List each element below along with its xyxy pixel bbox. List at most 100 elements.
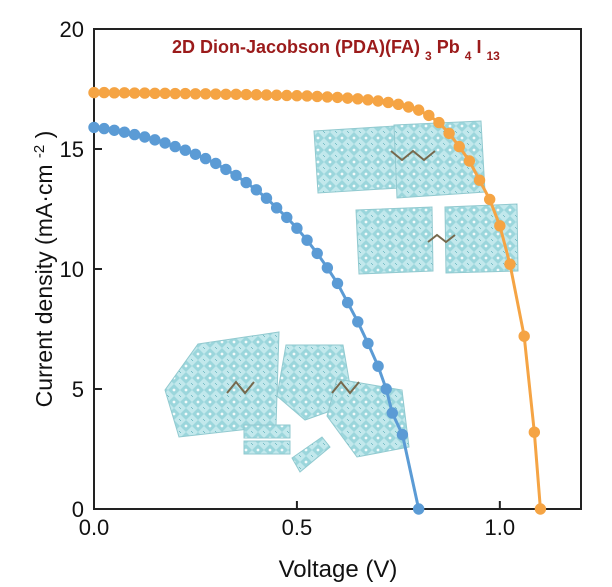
lattice-link-upper bbox=[390, 149, 436, 162]
series-point-blue-23 bbox=[321, 262, 334, 274]
series-point-orange-30 bbox=[392, 98, 405, 111]
series-point-orange-15 bbox=[240, 88, 252, 101]
series-point-orange-2 bbox=[108, 87, 120, 99]
series-point-blue-25 bbox=[341, 296, 354, 309]
title-sub1: 3 bbox=[425, 49, 432, 63]
series-point-blue-8 bbox=[169, 140, 181, 153]
y-tick-label-0: 0 bbox=[72, 497, 84, 522]
series-point-blue-14 bbox=[230, 169, 242, 182]
x-tick-label-2: 1.0 bbox=[485, 515, 516, 540]
series-point-orange-10 bbox=[189, 88, 202, 100]
series-point-orange-36 bbox=[453, 140, 465, 153]
series-point-blue-30 bbox=[386, 407, 398, 419]
series-point-blue-18 bbox=[270, 202, 283, 214]
lattice-link-middle bbox=[427, 233, 456, 244]
series-point-blue-16 bbox=[250, 184, 263, 196]
series-point-orange-6 bbox=[149, 87, 161, 100]
series-point-orange-41 bbox=[504, 258, 516, 270]
y-axis-label: Current density (mA·cm -2 ) bbox=[31, 131, 58, 408]
title-sub2: 4 bbox=[465, 49, 472, 63]
x-tick-label-1: 0.5 bbox=[282, 515, 313, 540]
series-point-orange-1 bbox=[98, 86, 110, 99]
x-tick-label-0: 0.0 bbox=[79, 515, 110, 540]
title-mid: Pb bbox=[437, 37, 460, 57]
series-point-blue-11 bbox=[199, 152, 212, 165]
series-point-blue-19 bbox=[281, 211, 293, 224]
series-point-blue-5 bbox=[139, 131, 151, 143]
series-point-orange-43 bbox=[528, 426, 541, 438]
lattice-block-upper-left bbox=[313, 125, 400, 194]
series-point-blue-21 bbox=[301, 234, 313, 246]
series-point-orange-24 bbox=[331, 91, 344, 104]
series-point-orange-18 bbox=[270, 89, 283, 101]
series-point-blue-15 bbox=[240, 176, 252, 189]
series-point-orange-40 bbox=[494, 220, 506, 232]
series-point-orange-31 bbox=[402, 101, 415, 113]
series-point-orange-13 bbox=[220, 88, 232, 100]
lattice-block-lower-left bbox=[164, 331, 280, 438]
series-point-blue-6 bbox=[149, 134, 161, 146]
series-point-blue-7 bbox=[159, 137, 171, 149]
series-point-blue-29 bbox=[380, 383, 392, 395]
series-point-orange-37 bbox=[463, 155, 476, 167]
series-point-orange-5 bbox=[139, 87, 151, 99]
y-axis-label-main: Current density (mA·cm bbox=[31, 164, 57, 407]
series-point-blue-2 bbox=[108, 124, 120, 136]
series-point-blue-24 bbox=[331, 277, 344, 290]
series-point-blue-13 bbox=[220, 163, 232, 176]
series-point-orange-4 bbox=[128, 87, 141, 99]
series-point-blue-27 bbox=[362, 337, 374, 350]
series-point-orange-34 bbox=[433, 116, 445, 129]
x-axis-label: Voltage (V) bbox=[279, 556, 398, 583]
series-point-blue-17 bbox=[260, 192, 273, 204]
series-point-orange-42 bbox=[518, 330, 530, 342]
series-point-orange-26 bbox=[352, 93, 364, 105]
series-point-blue-0 bbox=[88, 121, 100, 134]
y-tick-label-1: 5 bbox=[72, 377, 84, 402]
series-point-orange-44 bbox=[534, 503, 547, 515]
chart-title: 2D Dion-Jacobson (PDA)(FA) 3 Pb 4 I 13 bbox=[172, 37, 500, 63]
series-point-orange-11 bbox=[199, 88, 212, 100]
series-point-orange-28 bbox=[372, 95, 384, 107]
crystal-structure-illustration bbox=[164, 120, 519, 473]
series-point-orange-14 bbox=[230, 88, 242, 100]
series-point-blue-1 bbox=[98, 122, 110, 135]
series-point-orange-21 bbox=[301, 90, 313, 102]
series-point-orange-27 bbox=[362, 94, 374, 106]
series-point-orange-35 bbox=[443, 127, 455, 140]
series-point-blue-12 bbox=[210, 157, 222, 170]
series-point-orange-23 bbox=[321, 91, 334, 103]
series-point-orange-32 bbox=[412, 104, 425, 116]
series-point-orange-22 bbox=[311, 90, 323, 103]
y-tick-label-4: 20 bbox=[60, 17, 84, 42]
series-point-blue-22 bbox=[311, 247, 323, 260]
title-tail: I bbox=[476, 37, 481, 57]
series-point-blue-3 bbox=[118, 126, 131, 138]
series-point-orange-39 bbox=[483, 193, 496, 206]
y-axis-label-sup: -2 bbox=[31, 145, 48, 158]
series-point-orange-3 bbox=[118, 87, 131, 99]
series-point-orange-19 bbox=[281, 89, 293, 102]
series-point-blue-31 bbox=[396, 428, 409, 441]
series-point-orange-20 bbox=[291, 90, 303, 102]
series-point-blue-4 bbox=[128, 128, 141, 141]
series-point-orange-17 bbox=[260, 89, 273, 101]
series-point-orange-38 bbox=[473, 174, 486, 186]
series-point-orange-33 bbox=[423, 109, 435, 122]
series-point-orange-25 bbox=[341, 92, 354, 104]
series-point-blue-26 bbox=[352, 316, 364, 328]
series-point-orange-7 bbox=[159, 87, 171, 100]
series-point-blue-9 bbox=[179, 144, 192, 156]
series-point-blue-32 bbox=[412, 503, 425, 515]
lattice-block-lower-right bbox=[326, 378, 410, 458]
y-tick-label-3: 15 bbox=[60, 137, 84, 162]
y-tick-label-2: 10 bbox=[60, 257, 84, 282]
series-point-orange-29 bbox=[382, 96, 394, 109]
series-point-orange-8 bbox=[169, 87, 181, 100]
series-point-orange-16 bbox=[250, 89, 263, 101]
series-point-blue-20 bbox=[291, 222, 303, 234]
series-point-orange-9 bbox=[179, 87, 192, 100]
title-prefix: 2D Dion-Jacobson (PDA)(FA) bbox=[172, 37, 420, 57]
lattice-block-middle-left bbox=[355, 206, 434, 275]
